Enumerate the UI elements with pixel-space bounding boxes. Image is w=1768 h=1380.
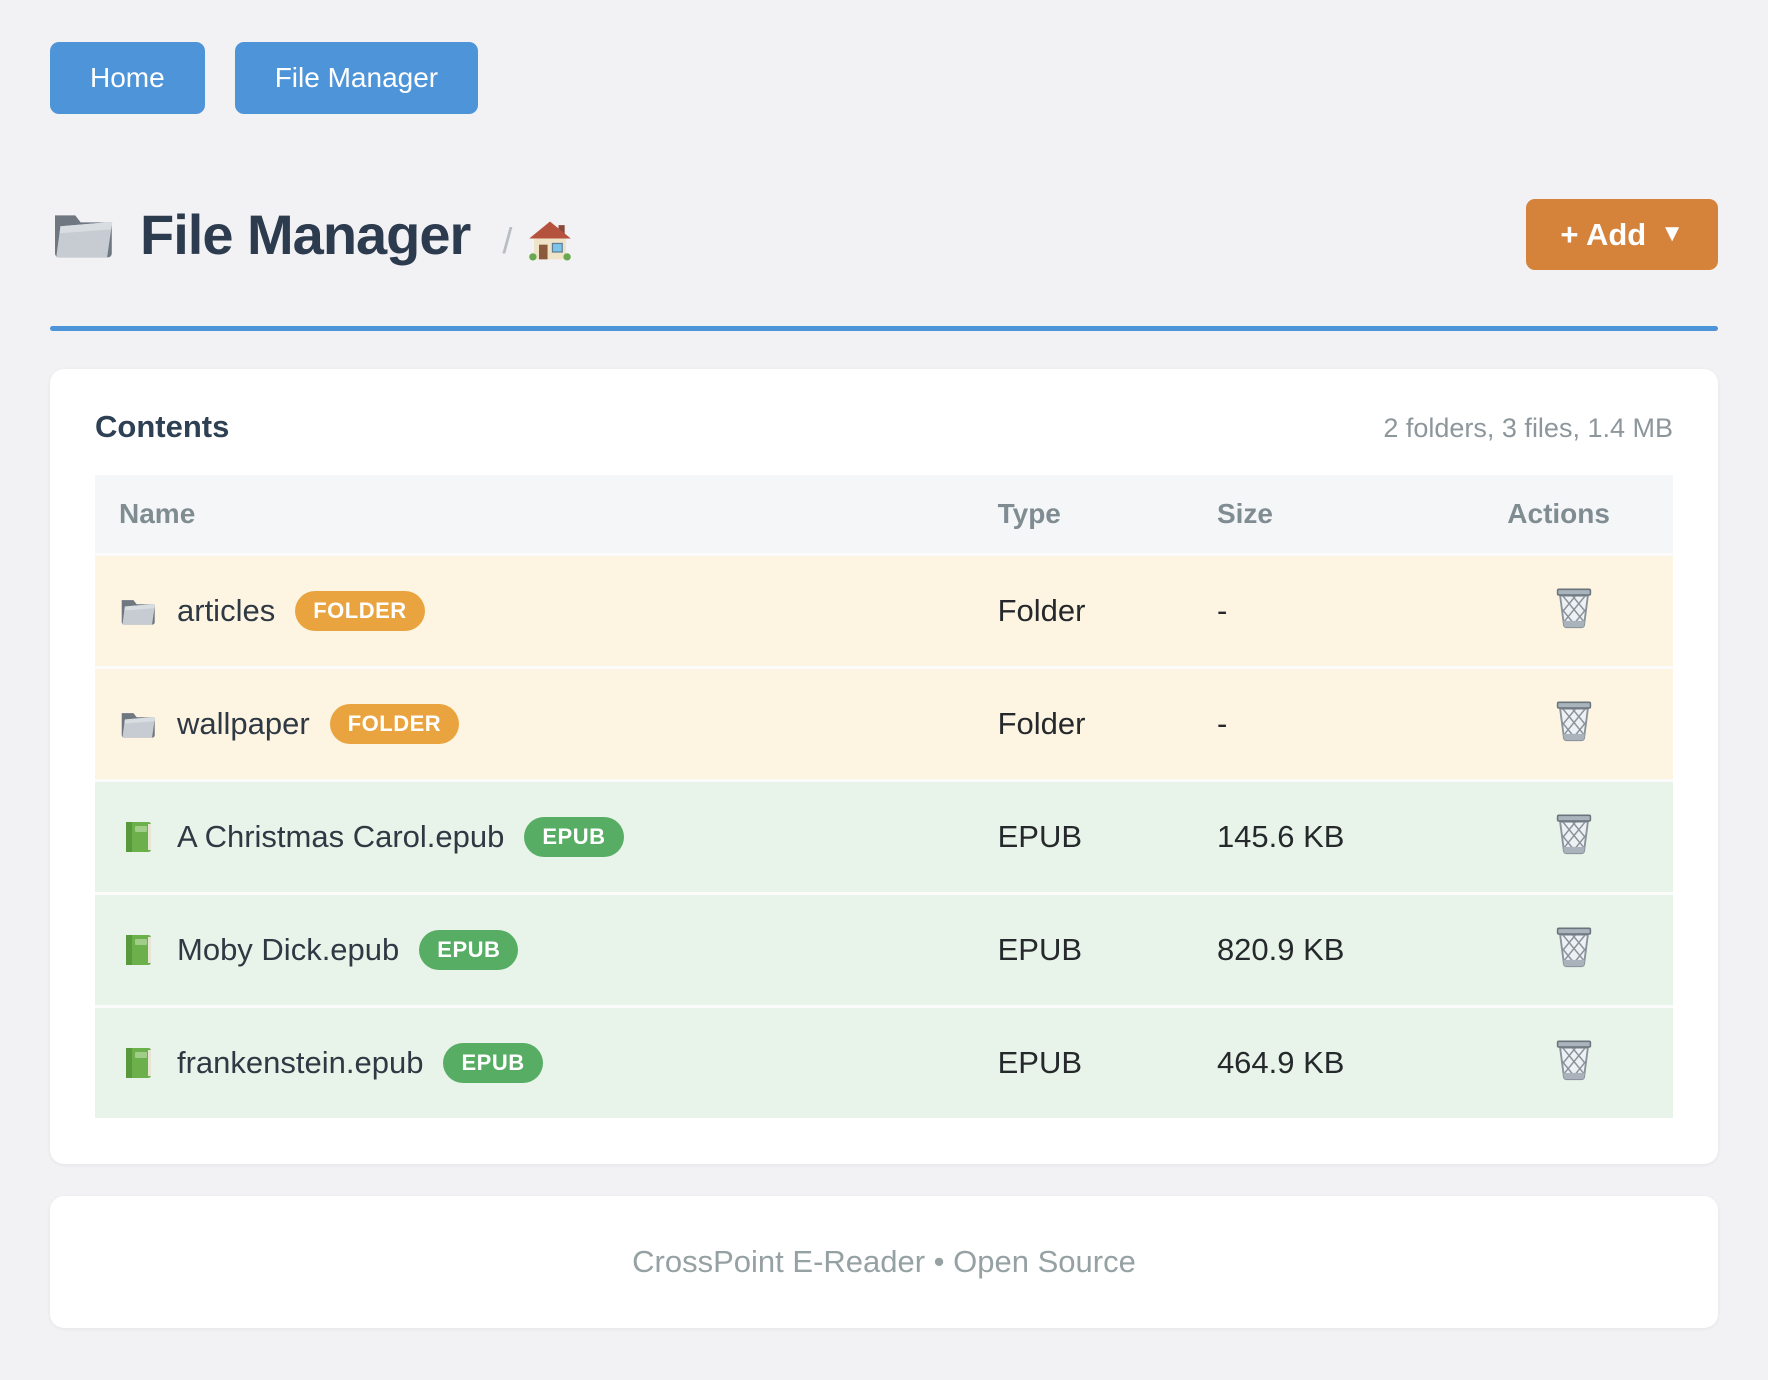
actions-cell [1507,696,1673,752]
file-size: 464.9 KB [1216,1045,1345,1080]
footer: CrossPoint E-Reader • Open Source [50,1196,1718,1328]
divider [50,326,1718,331]
breadcrumb: / [502,205,572,263]
actions-cell [1507,1035,1673,1091]
file-type-badge: EPUB [419,930,519,970]
table-row: A Christmas Carol.epub EPUB EPUB 145.6 K… [95,779,1673,892]
file-size: - [1216,706,1228,741]
trash-icon[interactable] [1551,696,1597,744]
file-name-link[interactable]: frankenstein.epub [177,1045,424,1080]
file-manager-nav-button[interactable]: File Manager [234,42,479,114]
file-type-badge: FOLDER [329,704,460,744]
actions-cell [1507,809,1673,865]
trash-icon[interactable] [1551,1035,1597,1083]
page: Home File Manager File Manager / + Add ▼… [50,42,1718,1328]
file-name-link[interactable]: articles [177,593,276,628]
name-cell: Moby Dick.epub EPUB [95,930,998,970]
contents-heading: Contents [95,409,230,444]
top-nav: Home File Manager [50,42,1718,114]
name-cell: A Christmas Carol.epub EPUB [95,817,998,857]
file-name-link[interactable]: Moby Dick.epub [177,932,400,967]
table-row: Moby Dick.epub EPUB EPUB 820.9 KB [95,892,1673,1005]
breadcrumb-separator: / [502,220,513,261]
file-type: EPUB [997,819,1083,854]
file-name-link[interactable]: wallpaper [177,706,310,741]
contents-summary: 2 folders, 3 files, 1.4 MB [1383,413,1673,443]
column-header-name: Name [119,498,196,529]
home-nav-button[interactable]: Home [50,42,205,114]
file-type: Folder [997,593,1086,628]
folder-icon [121,600,156,625]
table-header: Name Type Size Actions [95,475,1673,553]
folder-icon [55,215,113,258]
column-header-actions: Actions [1507,498,1610,529]
file-table: Name Type Size Actions articles FOLDER F… [95,475,1673,1118]
trash-icon[interactable] [1551,809,1597,857]
table-row: wallpaper FOLDER Folder - [95,666,1673,779]
folder-icon [121,713,156,738]
table-row: frankenstein.epub EPUB EPUB 464.9 KB [95,1005,1673,1118]
file-type: EPUB [997,932,1083,967]
file-size: 820.9 KB [1216,932,1345,967]
green-book-icon [126,935,151,965]
trash-icon[interactable] [1551,922,1597,970]
add-button-label: + Add [1560,216,1647,252]
file-type: EPUB [997,1045,1083,1080]
file-type-badge: EPUB [524,817,624,857]
page-header: File Manager / + Add ▼ [50,184,1718,284]
column-header-type: Type [997,498,1061,529]
contents-card: Contents 2 folders, 3 files, 1.4 MB Name… [50,369,1718,1164]
green-book-icon [126,822,151,852]
file-size: 145.6 KB [1216,819,1345,854]
name-cell: wallpaper FOLDER [95,704,998,744]
house-icon[interactable] [528,219,572,263]
add-button[interactable]: + Add ▼ [1526,198,1718,270]
file-type-badge: EPUB [443,1043,543,1083]
file-type: Folder [997,706,1086,741]
file-type-badge: FOLDER [295,591,425,631]
name-cell: articles FOLDER [95,591,998,631]
actions-cell [1507,922,1673,978]
footer-text: CrossPoint E-Reader • Open Source [632,1244,1136,1279]
column-header-size: Size [1216,498,1273,529]
chevron-down-icon: ▼ [1660,220,1684,247]
name-cell: frankenstein.epub EPUB [95,1043,998,1083]
file-name-link[interactable]: A Christmas Carol.epub [177,819,505,854]
trash-icon[interactable] [1551,583,1597,631]
green-book-icon [126,1048,151,1078]
table-row: articles FOLDER Folder - [95,553,1673,666]
page-title: File Manager [140,202,471,266]
table-body: articles FOLDER Folder - wallpaper FOLDE… [95,553,1673,1118]
actions-cell [1507,583,1673,639]
file-size: - [1216,593,1228,628]
